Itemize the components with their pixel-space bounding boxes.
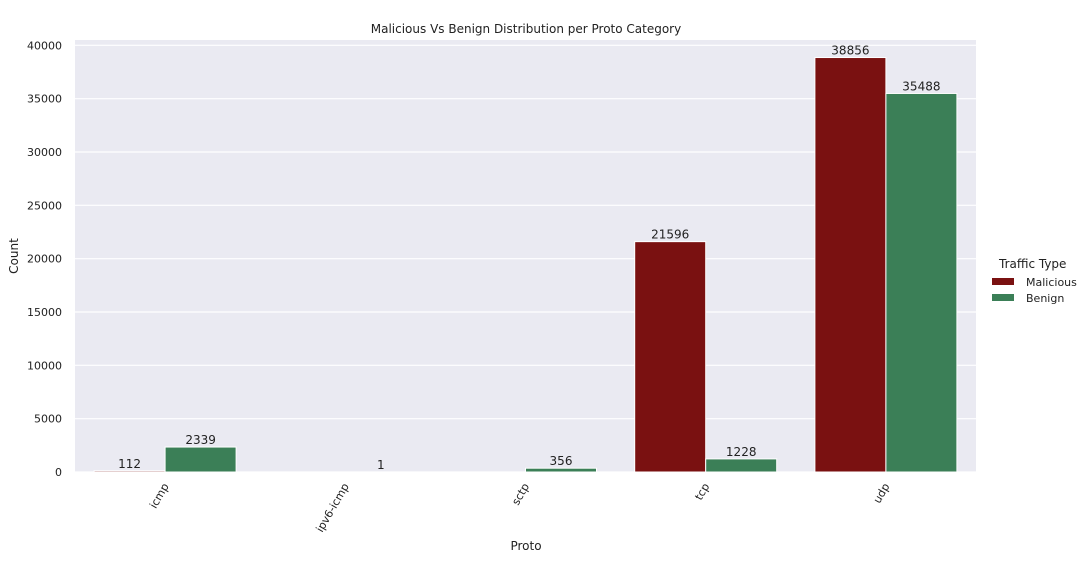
y-axis-ticks: 0 5000 10000 15000 20000 25000 30000 35000 40000: [27, 39, 62, 479]
x-tick-label: sctp: [509, 481, 532, 507]
y-tick-label: 0: [55, 466, 62, 479]
x-axis-label: Proto: [510, 539, 541, 553]
y-tick-label: 30000: [27, 146, 62, 159]
y-tick-label: 20000: [27, 253, 62, 266]
data-label-malicious-tcp: 21596: [651, 228, 689, 242]
x-tick-label: icmp: [147, 481, 172, 511]
y-tick-label: 40000: [27, 39, 62, 52]
data-label-benign-tcp: 1228: [726, 445, 757, 459]
y-tick-label: 15000: [27, 306, 62, 319]
data-label-benign-icmp: 2339: [185, 433, 216, 447]
bar-data-labels: 112 2339 1 356 21596 1228 38856 35488: [118, 44, 940, 472]
chart-title: Malicious Vs Benign Distribution per Pro…: [371, 22, 681, 36]
bar-benign-tcp: [705, 458, 778, 473]
legend-title: Traffic Type: [998, 257, 1066, 271]
legend-swatch-malicious: [992, 278, 1014, 285]
data-label-benign-ipv6-icmp: 1: [377, 458, 385, 472]
data-label-benign-sctp: 356: [550, 454, 573, 468]
bar-benign-sctp: [525, 467, 597, 473]
x-tick-label: udp: [871, 481, 893, 506]
bar-malicious-tcp: [634, 241, 707, 473]
y-axis-label: Count: [7, 238, 21, 274]
bar-benign-udp: [885, 92, 958, 473]
y-tick-label: 5000: [34, 413, 62, 426]
data-label-malicious-icmp: 112: [118, 457, 141, 471]
legend: Traffic Type Malicious Benign: [992, 257, 1077, 305]
x-axis-ticks: icmp ipv6-icmp sctp tcp udp: [147, 481, 892, 535]
legend-item-benign: Benign: [1026, 292, 1064, 305]
y-tick-label: 10000: [27, 359, 62, 372]
y-tick-label: 35000: [27, 93, 62, 106]
y-tick-label: 25000: [27, 199, 62, 212]
bar-malicious-udp: [814, 57, 887, 473]
bar-benign-icmp: [164, 446, 237, 473]
bars: [93, 57, 958, 473]
x-tick-label: ipv6-icmp: [313, 481, 351, 535]
data-label-malicious-udp: 38856: [831, 44, 869, 58]
data-label-benign-udp: 35488: [902, 79, 940, 93]
bar-malicious-icmp: [93, 470, 166, 473]
legend-item-malicious: Malicious: [1026, 276, 1077, 289]
x-tick-label: tcp: [692, 481, 712, 503]
legend-swatch-benign: [992, 294, 1014, 301]
